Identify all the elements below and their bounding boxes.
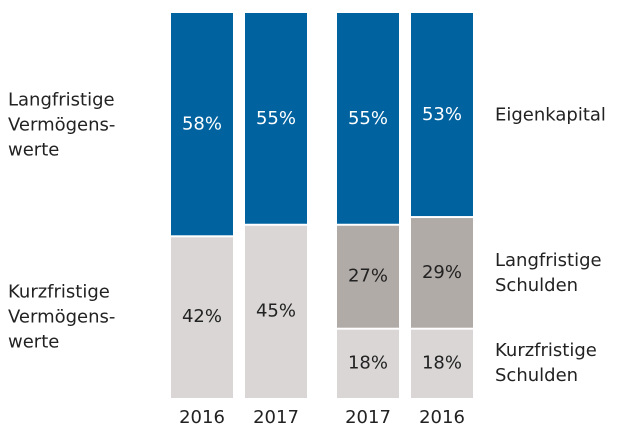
- value-label: 58%: [182, 114, 222, 135]
- x-tick-label: 2017: [253, 407, 299, 428]
- bar-segment: [411, 13, 473, 217]
- value-label: 27%: [348, 266, 388, 287]
- x-tick-label: 2016: [179, 407, 225, 428]
- legend-label: Langfristige Schulden: [495, 249, 602, 296]
- bar-segment: [411, 218, 473, 328]
- value-label: 42%: [182, 306, 222, 327]
- value-label: 53%: [422, 104, 462, 125]
- bar-segment: [171, 13, 233, 236]
- bar-segment: [245, 13, 307, 224]
- bar-segment: [337, 329, 399, 398]
- bar-segment: [245, 225, 307, 398]
- bar-segment: [337, 225, 399, 328]
- x-tick-label: 2016: [419, 407, 465, 428]
- value-label: 45%: [256, 300, 296, 321]
- bar-segment: [337, 13, 399, 224]
- value-label: 18%: [348, 352, 388, 373]
- value-label: 55%: [256, 108, 296, 129]
- value-label: 18%: [422, 352, 462, 373]
- bar-segment: [411, 329, 473, 398]
- legend-label: Langfristige Vermögens- werte: [8, 89, 116, 161]
- value-label: 29%: [422, 262, 462, 283]
- value-label: 55%: [348, 108, 388, 129]
- legend-label: Kurzfristige Vermögens- werte: [8, 281, 116, 353]
- x-tick-label: 2017: [345, 407, 391, 428]
- legend-label: Kurzfristige Schulden: [495, 340, 597, 387]
- bar-segment: [171, 237, 233, 398]
- legend-label: Eigenkapital: [495, 104, 606, 126]
